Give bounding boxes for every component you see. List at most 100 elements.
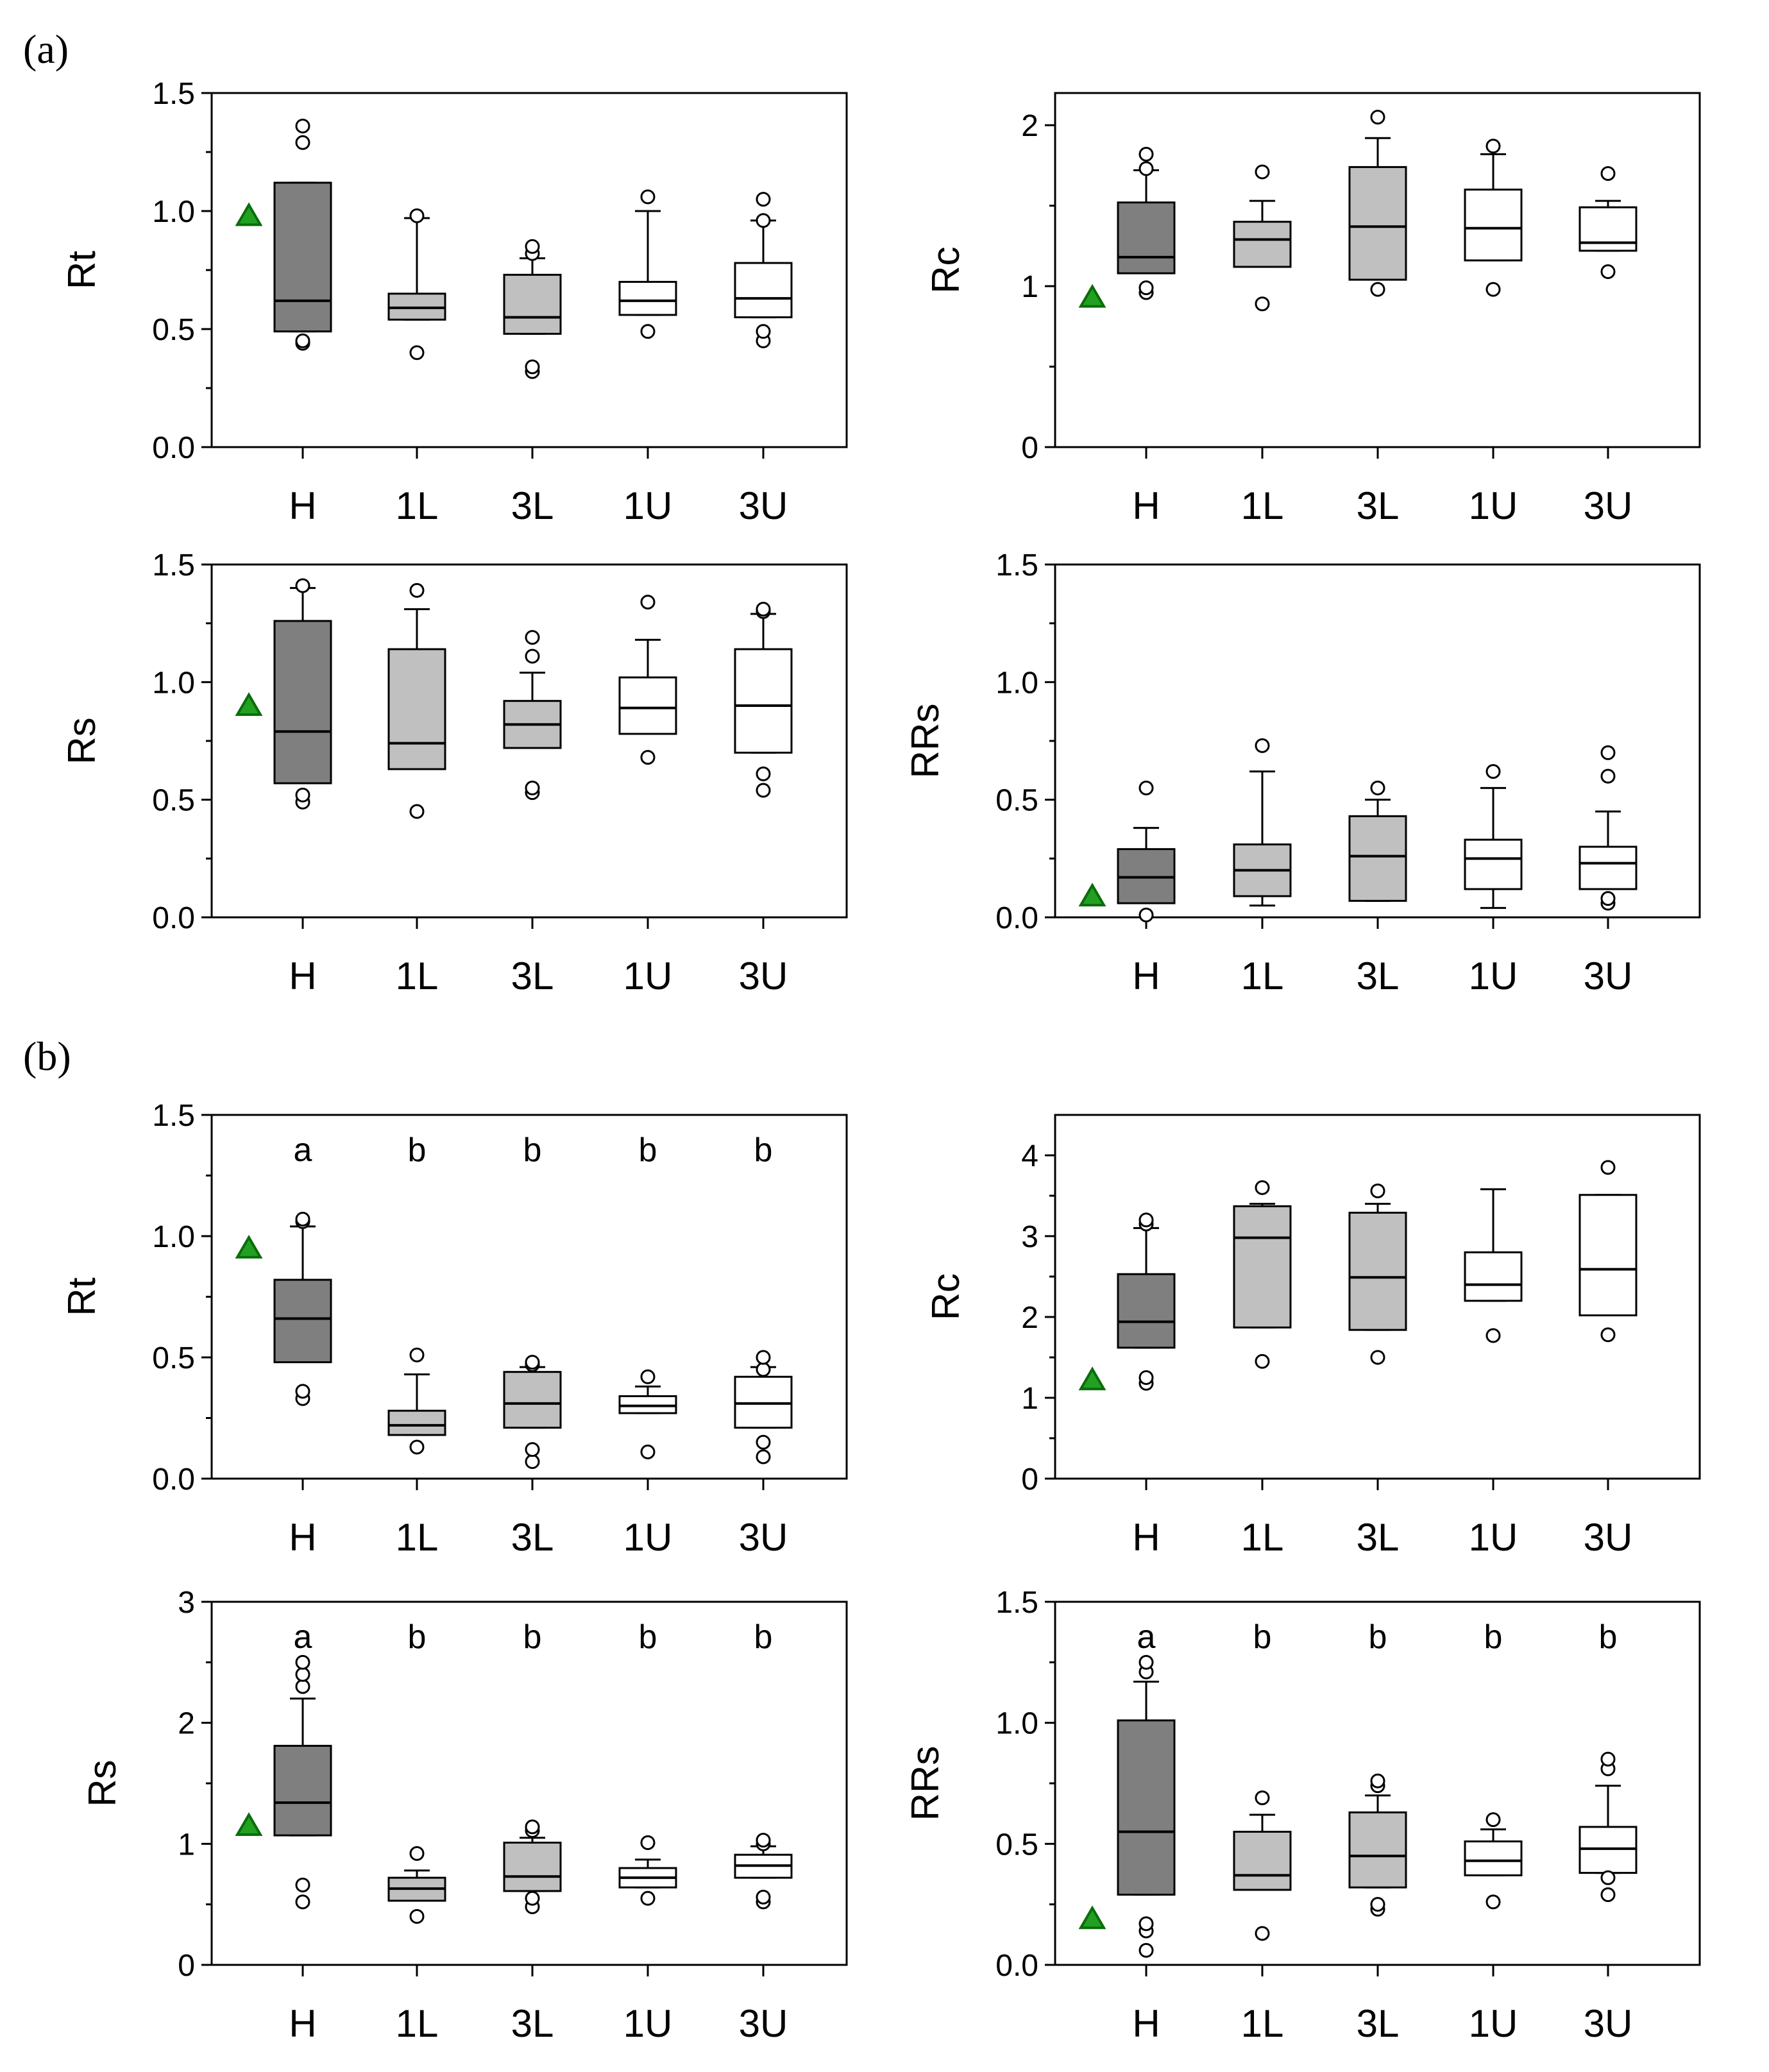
outlier-point bbox=[525, 359, 540, 375]
reference-triangle-marker bbox=[1078, 1366, 1106, 1391]
y-tick-label: 0.0 bbox=[152, 901, 195, 935]
outlier-point bbox=[409, 345, 425, 361]
box-1L bbox=[387, 1409, 446, 1436]
x-tick-label: H bbox=[1132, 484, 1160, 527]
box-H bbox=[273, 620, 332, 785]
reference-triangle-marker bbox=[235, 202, 263, 226]
outlier-point bbox=[1370, 1183, 1385, 1198]
y-tick-label: 1.0 bbox=[152, 1220, 195, 1254]
outlier-point bbox=[640, 1890, 656, 1906]
outlier-point bbox=[409, 804, 425, 819]
y-tick-label: 0.0 bbox=[995, 901, 1038, 935]
significance-letter: b bbox=[639, 1618, 657, 1656]
outlier-point bbox=[756, 192, 771, 207]
box-1U bbox=[1464, 1840, 1523, 1876]
outlier-point bbox=[525, 780, 540, 795]
outlier-point bbox=[295, 787, 310, 802]
outlier-point bbox=[409, 1347, 425, 1363]
outlier-point bbox=[756, 783, 771, 798]
outlier-point bbox=[409, 208, 425, 223]
y-tick-label: 1.5 bbox=[995, 548, 1038, 582]
box-1U bbox=[1464, 838, 1523, 890]
outlier-point bbox=[1255, 1926, 1270, 1941]
y-tick-label: 2 bbox=[178, 1707, 195, 1741]
y-tick-label: 1.5 bbox=[152, 1099, 195, 1133]
outlier-point bbox=[1485, 139, 1501, 154]
x-tick-label: H bbox=[1132, 955, 1160, 998]
outlier-point bbox=[295, 1667, 310, 1682]
box-3L bbox=[503, 1841, 562, 1892]
reference-triangle-marker bbox=[235, 1812, 263, 1837]
y-tick-label: 2 bbox=[1021, 1301, 1038, 1335]
subplot-a-rrs: 0.0 0.5 1.0 1.5 RRs H 1L 3L 1U 3U bbox=[904, 548, 1701, 998]
outlier-point bbox=[1255, 1354, 1270, 1369]
x-tick-label: 3L bbox=[1357, 955, 1400, 998]
subplot-a-rc: 0 1 2 Rc H 1L 3L 1U 3U bbox=[924, 92, 1701, 527]
y-tick-label: 3 bbox=[1021, 1220, 1038, 1254]
outlier-point bbox=[640, 324, 656, 339]
y-tick-label: 0.5 bbox=[995, 784, 1038, 818]
subplot-a-rt: 0.0 0.5 1.0 1.5 Rt H 1L 3L 1U 3U bbox=[60, 77, 848, 527]
significance-letter: b bbox=[408, 1618, 427, 1656]
outlier-point bbox=[1370, 1773, 1385, 1788]
significance-letter: b bbox=[754, 1132, 773, 1169]
y-tick-label: 1.5 bbox=[995, 1586, 1038, 1620]
y-tick-label: 1.5 bbox=[152, 77, 195, 111]
x-tick-label: H bbox=[289, 2002, 316, 2045]
outlier-point bbox=[640, 1369, 656, 1384]
outlier-point bbox=[525, 239, 540, 254]
y-tick-label: 4 bbox=[1021, 1139, 1038, 1173]
outlier-point bbox=[640, 595, 656, 610]
outlier-point bbox=[1138, 780, 1154, 795]
outlier-point bbox=[525, 1442, 540, 1457]
significance-letter: a bbox=[294, 1132, 312, 1169]
outlier-point bbox=[756, 602, 771, 617]
outlier-point bbox=[756, 1449, 771, 1465]
box-H bbox=[1117, 1719, 1176, 1896]
significance-letter: b bbox=[1253, 1618, 1272, 1656]
box-H bbox=[273, 1278, 332, 1364]
outlier-point bbox=[1255, 738, 1270, 753]
box-3U bbox=[1579, 206, 1638, 252]
x-tick-label: H bbox=[1132, 2002, 1160, 2045]
x-tick-label: 3L bbox=[511, 484, 554, 527]
outlier-point bbox=[1138, 907, 1154, 922]
x-tick-label: 1L bbox=[1241, 955, 1284, 998]
x-tick-label: 3U bbox=[1584, 484, 1633, 527]
x-tick-label: 1U bbox=[623, 1516, 673, 1559]
outlier-point bbox=[756, 213, 771, 228]
outlier-point bbox=[1600, 166, 1616, 181]
x-tick-label: 1L bbox=[396, 2002, 439, 2045]
outlier-point bbox=[295, 1384, 310, 1399]
outlier-point bbox=[1600, 769, 1616, 784]
significance-letter: b bbox=[754, 1618, 773, 1656]
box-1L bbox=[1233, 1205, 1292, 1329]
outlier-point bbox=[640, 750, 656, 765]
outlier-point bbox=[295, 1679, 310, 1694]
y-tick-label: 0.5 bbox=[152, 1341, 195, 1375]
outlier-point bbox=[1600, 1327, 1616, 1343]
x-tick-label: 1U bbox=[1469, 1516, 1518, 1559]
outlier-point bbox=[409, 1439, 425, 1455]
y-axis-label: Rs bbox=[60, 717, 103, 764]
outlier-point bbox=[1485, 1894, 1501, 1910]
outlier-point bbox=[1255, 1790, 1270, 1806]
significance-letter: b bbox=[523, 1132, 542, 1169]
outlier-point bbox=[1370, 1897, 1385, 1912]
outlier-point bbox=[756, 1889, 771, 1905]
y-tick-label: 0.5 bbox=[152, 784, 195, 818]
significance-letter: a bbox=[294, 1618, 312, 1656]
x-tick-label: 1L bbox=[396, 1516, 439, 1559]
significance-letter: b bbox=[408, 1132, 427, 1169]
subplot-b-rs: 0 1 2 3 Rs Ha 1L b 3L b 1U b 3U b bbox=[81, 1586, 848, 2045]
y-tick-label: 0 bbox=[178, 1949, 195, 1983]
outlier-point bbox=[295, 1212, 310, 1227]
box-3L bbox=[1348, 815, 1407, 902]
x-tick-label: 1L bbox=[1241, 484, 1284, 527]
outlier-point bbox=[1255, 164, 1270, 180]
x-tick-label: 3U bbox=[739, 1516, 788, 1559]
outlier-point bbox=[1600, 745, 1616, 760]
x-tick-label: H bbox=[1132, 1516, 1160, 1559]
outlier-point bbox=[640, 1835, 656, 1850]
